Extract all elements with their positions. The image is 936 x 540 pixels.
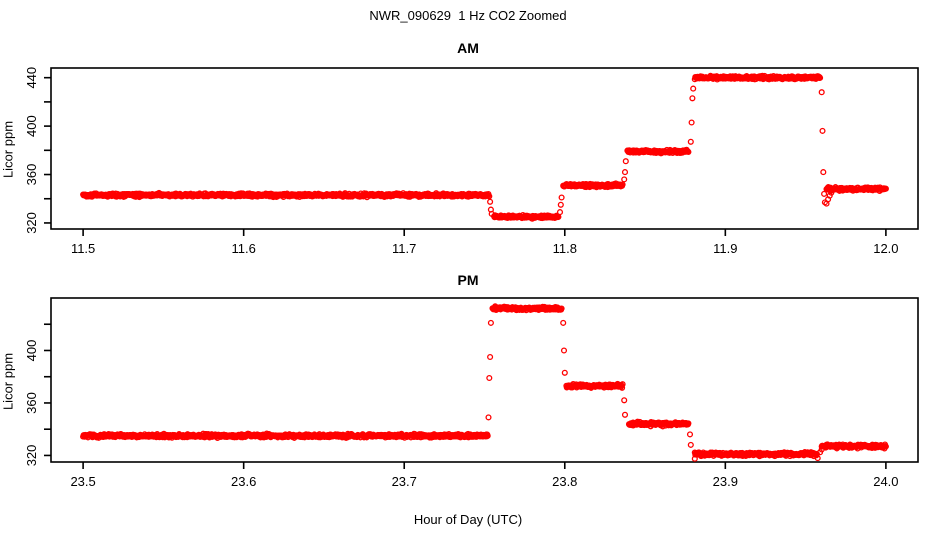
x-tick-label: 11.5 <box>71 241 95 256</box>
x-tick-label: 23.7 <box>392 474 417 489</box>
y-axis: 320 360 400 <box>24 323 51 467</box>
y-tick-label: 400 <box>24 340 39 362</box>
x-tick-label: 23.6 <box>231 474 256 489</box>
y-tick-label: 360 <box>24 164 39 186</box>
x-tick-label: 12.0 <box>873 241 898 256</box>
figure-title: NWR_090629 1 Hz CO2 Zoomed <box>369 8 567 23</box>
pm-panel: 23.5 23.6 23.7 23.8 23.9 24.0 320 360 400 <box>24 297 919 489</box>
am-panel-title: AM <box>457 40 479 56</box>
x-tick-label: 11.7 <box>392 241 416 256</box>
am-panel: 11.5 11.6 11.7 11.8 11.9 12.0 320 360 400 440 <box>24 67 919 256</box>
y-axis: 320 360 400 440 <box>24 67 51 234</box>
x-tick-label: 23.5 <box>70 474 95 489</box>
x-tick-label: 23.9 <box>713 474 738 489</box>
data-points <box>80 72 889 222</box>
x-tick-label: 11.9 <box>713 241 737 256</box>
x-axis: 23.5 23.6 23.7 23.8 23.9 24.0 <box>70 462 899 489</box>
y-tick-label: 320 <box>24 212 39 234</box>
data-points <box>80 303 889 462</box>
plot-box <box>50 297 919 463</box>
x-tick-label: 11.8 <box>553 241 577 256</box>
y-tick-label: 400 <box>24 115 39 137</box>
x-axis-label: Hour of Day (UTC) <box>413 512 523 527</box>
y-tick-label: 320 <box>24 445 39 467</box>
plot-box <box>50 67 919 230</box>
x-tick-label: 11.6 <box>231 241 255 256</box>
x-axis: 11.5 11.6 11.7 11.8 11.9 12.0 <box>71 229 899 256</box>
y-tick-label: 360 <box>24 392 39 414</box>
pm-panel-title: PM <box>457 272 479 288</box>
x-tick-label: 24.0 <box>873 474 898 489</box>
y-tick-label: 440 <box>24 67 39 89</box>
x-tick-label: 23.8 <box>552 474 577 489</box>
